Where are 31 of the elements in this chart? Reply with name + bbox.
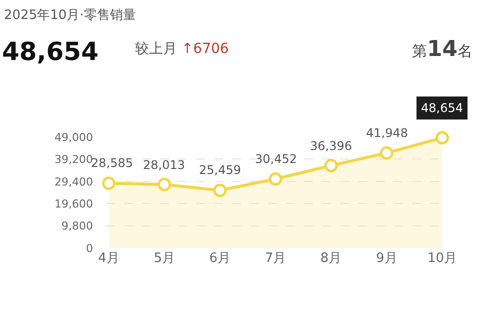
point — [213, 184, 227, 198]
x-tick-label: 7月 — [264, 251, 286, 266]
point — [324, 158, 338, 172]
y-tick-label: 19,600 — [54, 197, 93, 210]
y-tick-label: 49,000 — [54, 130, 93, 144]
data-label: 41,948 — [366, 126, 408, 140]
data-label: 36,396 — [310, 139, 352, 153]
x-tick-label: 8月 — [320, 251, 342, 266]
data-label: 28,585 — [91, 156, 133, 170]
y-tick-label: 9,800 — [62, 220, 93, 233]
data-label: 25,459 — [199, 163, 241, 177]
text: 较上月 ↑6706 — [135, 41, 229, 57]
data-label: 30,452 — [255, 152, 297, 166]
chart-title: 2025年10月·零售销量 — [4, 8, 136, 23]
y-tick-label: 0 — [86, 242, 93, 255]
y-tick-label: 39,200 — [54, 153, 93, 166]
point — [158, 178, 172, 192]
x-tick-label: 4月 — [98, 251, 120, 266]
point — [102, 176, 116, 190]
x-tick-label: 9月 — [376, 251, 398, 266]
x-tick-label: 5月 — [154, 251, 175, 266]
x-tick-label: 10月 — [427, 251, 457, 266]
y-tick-label: 29,400 — [54, 175, 93, 188]
data-label: 48,654 — [421, 101, 463, 115]
point — [268, 172, 282, 186]
text: 第14名 — [412, 37, 473, 62]
point — [435, 131, 449, 145]
x-tick-label: 6月 — [209, 251, 231, 266]
text: 48,654 — [2, 37, 98, 66]
data-label: 28,013 — [143, 158, 185, 172]
point — [380, 146, 394, 160]
